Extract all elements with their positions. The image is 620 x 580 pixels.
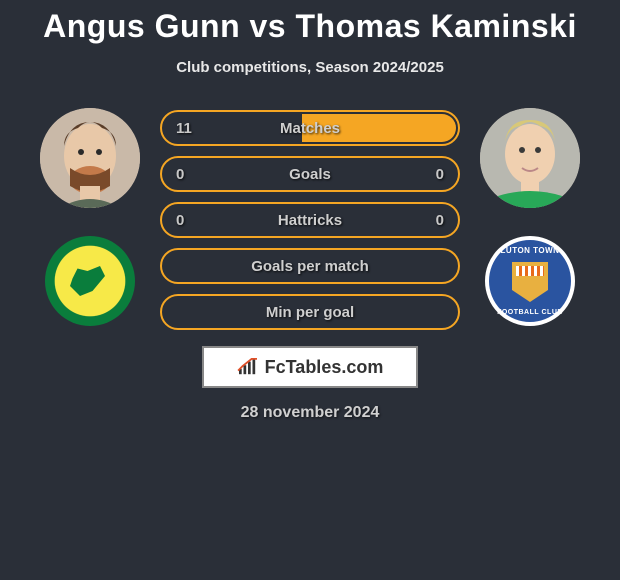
stat-label: Hattricks (278, 212, 342, 229)
stat-row: Min per goal (160, 294, 460, 330)
club-right-shield-icon (512, 262, 548, 302)
stat-row: Goals per match (160, 248, 460, 284)
club-right-text-top: LUTON TOWN (489, 246, 571, 255)
player-left-avatar (40, 108, 140, 208)
club-right-logo: LUTON TOWN FOOTBALL CLUB (485, 236, 575, 326)
stats-column: 11Matches160Goals00Hattricks0Goals per m… (160, 108, 460, 330)
chart-icon (237, 358, 259, 376)
date-label: 28 november 2024 (0, 404, 620, 422)
right-column: LUTON TOWN FOOTBALL CLUB (480, 108, 580, 326)
stat-value-right: 0 (424, 166, 444, 183)
stat-label: Matches (280, 120, 340, 137)
stat-row: 0 Hattricks 0 (160, 202, 460, 238)
stat-label: Goals (289, 166, 331, 183)
stat-label: Goals per match (251, 258, 369, 275)
main-row: 11Matches160Goals00Hattricks0Goals per m… (0, 108, 620, 330)
club-left-logo (45, 236, 135, 326)
page-title: Angus Gunn vs Thomas Kaminski (0, 8, 620, 45)
stat-row: 11Matches16 (160, 110, 460, 146)
brand-text: FcTables.com (265, 357, 384, 378)
player-right-face-icon (480, 108, 580, 208)
club-right-text-bottom: FOOTBALL CLUB (489, 309, 571, 316)
stat-value-left: 11 (176, 120, 196, 137)
brand-box[interactable]: FcTables.com (202, 346, 418, 388)
stat-row: 0 Goals 0 (160, 156, 460, 192)
left-column (40, 108, 140, 326)
stat-label: Min per goal (266, 304, 354, 321)
stat-value-right: 0 (424, 212, 444, 229)
comparison-card: Angus Gunn vs Thomas Kaminski Club compe… (0, 0, 620, 422)
player-right-avatar (480, 108, 580, 208)
player-left-face-icon (40, 108, 140, 208)
stat-value-left: 0 (176, 166, 196, 183)
stat-value-left: 0 (176, 212, 196, 229)
subtitle: Club competitions, Season 2024/2025 (0, 59, 620, 76)
